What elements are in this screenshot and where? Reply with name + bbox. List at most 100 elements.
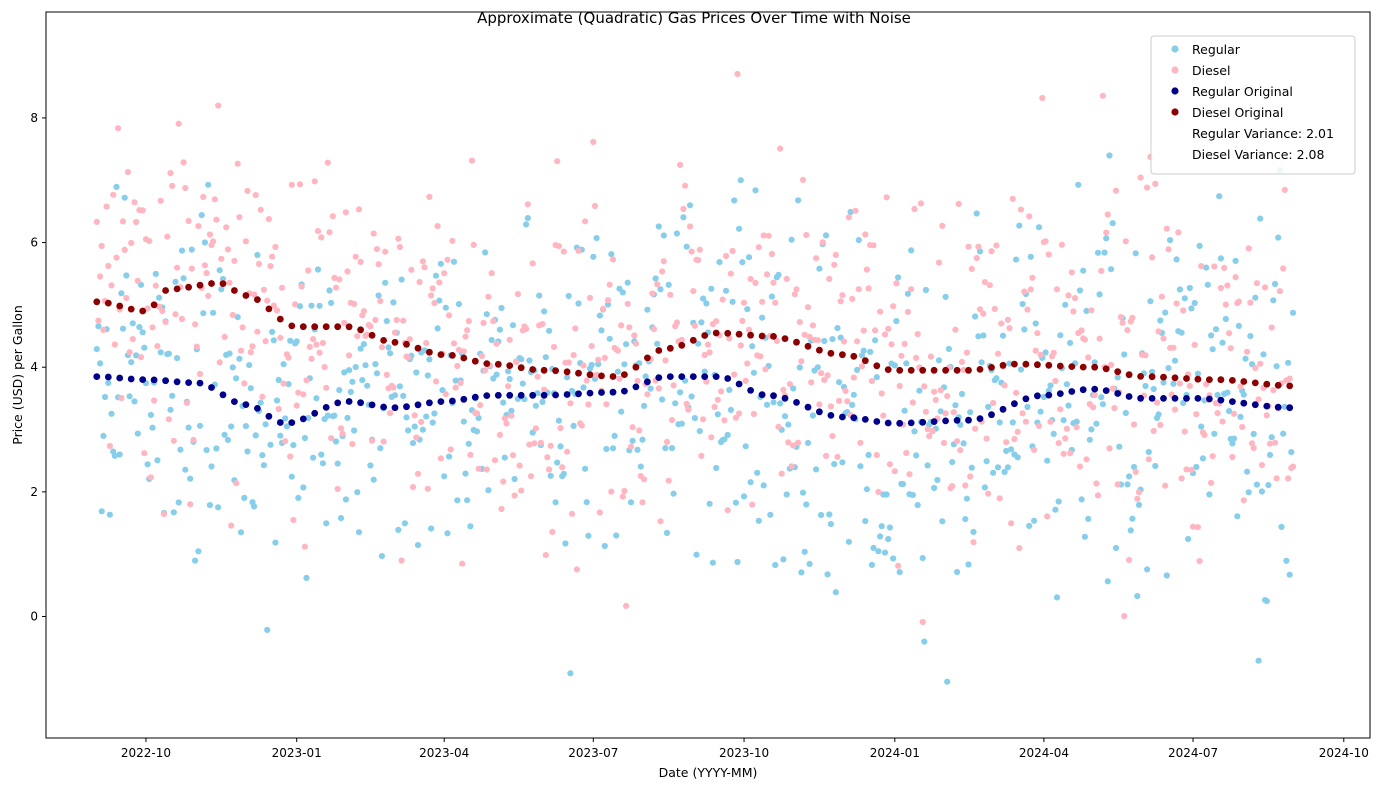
diesel-original-series bbox=[93, 280, 1294, 390]
data-point bbox=[878, 523, 885, 530]
data-point bbox=[958, 358, 966, 365]
data-point bbox=[1208, 479, 1215, 486]
data-point bbox=[431, 300, 438, 307]
data-point bbox=[473, 428, 481, 435]
data-point bbox=[93, 218, 100, 225]
data-point bbox=[188, 246, 195, 253]
data-point bbox=[334, 485, 341, 493]
trend-point bbox=[1045, 361, 1053, 369]
data-point bbox=[337, 425, 345, 432]
data-point bbox=[570, 422, 577, 429]
data-point bbox=[696, 428, 703, 435]
data-point bbox=[195, 548, 202, 555]
data-point bbox=[901, 340, 908, 347]
data-point bbox=[1035, 422, 1043, 429]
data-point bbox=[400, 392, 407, 399]
data-point bbox=[423, 413, 430, 420]
data-point bbox=[790, 385, 797, 392]
data-point bbox=[1232, 274, 1239, 281]
data-point bbox=[1258, 462, 1265, 469]
data-point bbox=[342, 209, 349, 216]
data-point bbox=[732, 414, 740, 421]
data-point bbox=[241, 494, 248, 501]
data-point bbox=[680, 205, 687, 213]
data-point bbox=[1130, 463, 1138, 471]
trend-point bbox=[644, 354, 651, 362]
data-point bbox=[749, 343, 756, 350]
data-point bbox=[378, 344, 385, 351]
data-point bbox=[868, 378, 876, 385]
data-point bbox=[862, 231, 869, 238]
data-point bbox=[917, 200, 925, 207]
data-point bbox=[865, 285, 872, 292]
data-point bbox=[200, 193, 207, 201]
data-point bbox=[468, 157, 476, 164]
data-point bbox=[994, 350, 1002, 357]
data-point bbox=[895, 274, 902, 281]
data-point bbox=[424, 485, 431, 492]
data-point bbox=[1245, 245, 1252, 252]
data-point bbox=[339, 430, 346, 437]
data-point bbox=[467, 523, 474, 530]
trend-point bbox=[540, 391, 548, 399]
data-point bbox=[390, 384, 397, 391]
trend-point bbox=[965, 416, 972, 424]
data-point bbox=[1275, 234, 1282, 241]
data-point bbox=[739, 317, 746, 324]
data-point bbox=[837, 298, 844, 305]
data-point bbox=[411, 423, 418, 430]
data-point bbox=[359, 377, 366, 384]
data-point bbox=[745, 254, 753, 261]
data-point bbox=[293, 402, 300, 409]
data-point bbox=[1050, 349, 1057, 356]
data-point bbox=[1219, 418, 1226, 425]
data-point bbox=[973, 255, 980, 262]
data-point bbox=[575, 247, 582, 254]
data-point bbox=[1155, 411, 1162, 418]
data-point bbox=[827, 521, 835, 528]
data-point bbox=[573, 566, 581, 573]
data-point bbox=[277, 432, 284, 439]
data-point bbox=[518, 356, 525, 363]
data-point bbox=[919, 618, 926, 626]
data-point bbox=[111, 452, 118, 459]
data-point bbox=[128, 239, 135, 247]
data-point bbox=[778, 470, 785, 477]
data-point bbox=[588, 343, 595, 350]
data-point bbox=[1253, 481, 1260, 488]
data-point bbox=[1004, 464, 1012, 471]
data-point bbox=[200, 310, 207, 317]
data-point bbox=[1189, 523, 1197, 530]
data-point bbox=[763, 401, 771, 408]
data-point bbox=[1104, 211, 1111, 218]
data-point bbox=[685, 406, 692, 413]
data-point bbox=[167, 170, 174, 177]
data-point bbox=[1165, 365, 1172, 372]
trend-point bbox=[804, 342, 812, 350]
data-point bbox=[642, 373, 649, 380]
data-point bbox=[1244, 468, 1251, 475]
data-point bbox=[1106, 152, 1113, 159]
data-point bbox=[1142, 352, 1149, 359]
data-point bbox=[1224, 389, 1231, 396]
data-point bbox=[1076, 287, 1084, 294]
data-point bbox=[957, 447, 964, 454]
data-point bbox=[660, 258, 667, 265]
data-point bbox=[314, 228, 322, 235]
data-point bbox=[485, 293, 492, 300]
data-point bbox=[1053, 594, 1061, 601]
trend-point bbox=[953, 417, 961, 424]
data-point bbox=[1035, 224, 1043, 231]
data-point bbox=[1153, 399, 1161, 406]
data-point bbox=[1091, 391, 1098, 399]
y-tick-label: 2 bbox=[30, 485, 38, 499]
data-point bbox=[182, 184, 189, 192]
data-point bbox=[857, 439, 864, 446]
trend-point bbox=[1171, 374, 1179, 382]
trend-point bbox=[1251, 401, 1259, 409]
data-point bbox=[906, 471, 913, 478]
data-point bbox=[1065, 402, 1072, 409]
trend-point bbox=[1045, 391, 1053, 399]
data-point bbox=[1096, 291, 1103, 298]
data-point bbox=[1280, 265, 1287, 272]
